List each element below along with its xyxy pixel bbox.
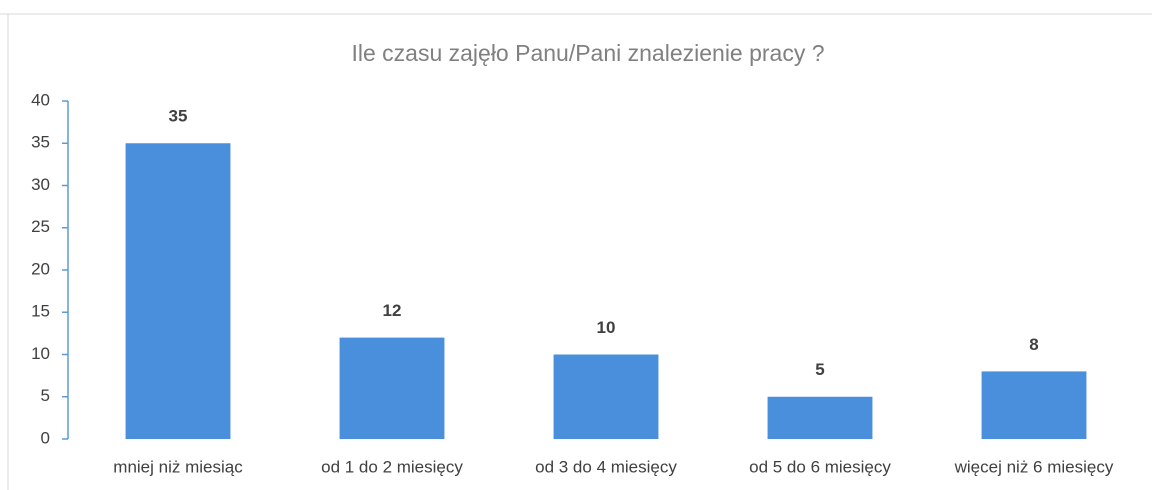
x-tick-label: mniej niż miesiąc bbox=[113, 457, 243, 476]
y-tick-label: 5 bbox=[41, 386, 50, 405]
y-tick-label: 0 bbox=[41, 428, 50, 447]
x-tick-label: od 5 do 6 miesięcy bbox=[749, 457, 891, 476]
data-label: 8 bbox=[1029, 335, 1038, 354]
x-tick-label: od 3 do 4 miesięcy bbox=[535, 457, 677, 476]
data-label: 12 bbox=[383, 301, 402, 320]
data-label: 5 bbox=[815, 360, 824, 379]
bar bbox=[553, 354, 659, 439]
bar bbox=[767, 396, 873, 439]
y-tick-label: 25 bbox=[31, 217, 50, 236]
y-tick-label: 15 bbox=[31, 302, 50, 321]
chart-title: Ile czasu zajęło Panu/Pani znalezienie p… bbox=[351, 40, 824, 66]
y-tick-label: 30 bbox=[31, 175, 50, 194]
data-label: 35 bbox=[169, 107, 188, 126]
bar bbox=[125, 143, 231, 439]
y-tick-label: 40 bbox=[31, 90, 50, 109]
y-tick-label: 35 bbox=[31, 133, 50, 152]
bar bbox=[981, 371, 1087, 439]
y-tick-label: 20 bbox=[31, 259, 50, 278]
data-label: 10 bbox=[597, 318, 616, 337]
x-tick-label: od 1 do 2 miesięcy bbox=[321, 457, 463, 476]
y-tick-label: 10 bbox=[31, 344, 50, 363]
x-tick-label: więcej niż 6 miesięcy bbox=[954, 457, 1114, 476]
bar bbox=[339, 337, 445, 439]
